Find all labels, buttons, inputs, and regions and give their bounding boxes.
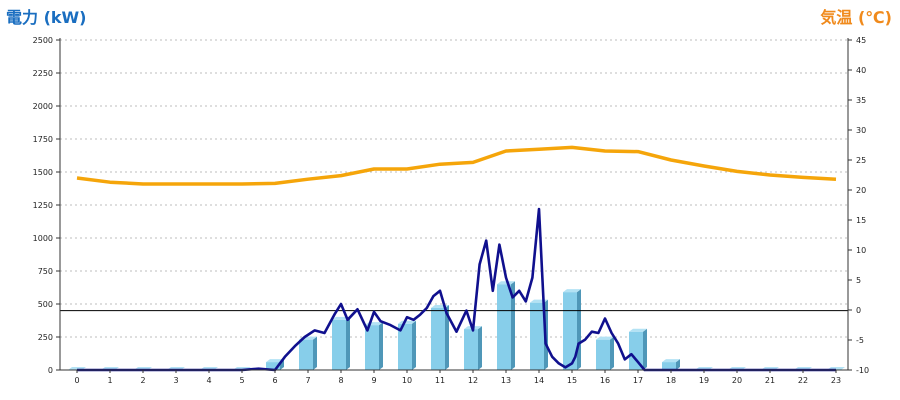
bar-top	[629, 328, 647, 332]
bar-face	[629, 331, 643, 370]
right-tick-label: 40	[856, 66, 866, 75]
bar-side	[445, 304, 449, 370]
left-tick-label: 2000	[33, 102, 53, 111]
bar-side	[379, 322, 383, 370]
bar-face	[299, 339, 313, 370]
left-tick-label: 1500	[33, 168, 53, 177]
x-tick-label: 13	[501, 376, 511, 385]
right-tick-label: 15	[856, 216, 866, 225]
left-tick-label: 2250	[33, 69, 53, 78]
left-tick-label: 250	[38, 333, 53, 342]
x-tick-label: 3	[173, 376, 178, 385]
bar-face	[398, 323, 412, 370]
right-tick-label: 35	[856, 96, 866, 105]
power-bar	[332, 316, 350, 370]
right-tick-label: 0	[856, 306, 861, 315]
bar-face	[563, 292, 577, 370]
right-tick-label: 45	[856, 36, 866, 45]
bar-side	[412, 320, 416, 370]
x-tick-label: 10	[402, 376, 412, 385]
x-tick-label: 6	[272, 376, 277, 385]
x-tick-label: 15	[567, 376, 577, 385]
x-tick-label: 8	[338, 376, 343, 385]
right-tick-label: 20	[856, 186, 866, 195]
power-line	[77, 207, 836, 372]
x-tick-label: 9	[371, 376, 376, 385]
bar-side	[676, 359, 680, 370]
bar-side	[313, 336, 317, 370]
power-bar	[365, 322, 383, 370]
power-bar	[464, 326, 482, 370]
x-tick-label: 21	[765, 376, 775, 385]
bar-side	[577, 289, 581, 370]
x-tick-label: 5	[239, 376, 244, 385]
left-axis-title: 電力 (kW)	[6, 8, 87, 27]
bar-face	[266, 362, 280, 370]
x-tick-label: 12	[468, 376, 478, 385]
right-tick-label: 5	[856, 276, 861, 285]
left-tick-label: 0	[48, 366, 53, 375]
x-tick-label: 18	[666, 376, 676, 385]
power-bars	[68, 281, 845, 370]
bar-top	[398, 320, 416, 324]
right-tick-label: -5	[856, 336, 864, 345]
power-bar	[629, 328, 647, 370]
x-tick-label: 0	[74, 376, 79, 385]
left-tick-label: 750	[38, 267, 53, 276]
x-tick-label: 1	[107, 376, 112, 385]
bar-top	[497, 281, 515, 285]
left-tick-label: 2500	[33, 36, 53, 45]
right-axis-title: 気温 (℃)	[820, 8, 892, 27]
x-tick-label: 17	[633, 376, 643, 385]
x-tick-label: 11	[435, 376, 445, 385]
left-tick-label: 500	[38, 300, 53, 309]
bar-face	[596, 339, 610, 370]
bar-side	[610, 336, 614, 370]
bar-side	[511, 281, 515, 370]
power-bar	[431, 304, 449, 370]
bar-face	[662, 362, 676, 370]
bar-face	[431, 307, 445, 370]
bar-face	[332, 319, 346, 370]
power-bar	[563, 289, 581, 370]
axes: 02505007501000125015001750200022502500-1…	[33, 36, 869, 385]
bar-face	[530, 302, 544, 370]
x-tick-label: 2	[140, 376, 145, 385]
x-tick-label: 23	[831, 376, 841, 385]
bar-side	[643, 328, 647, 370]
bar-top	[596, 336, 614, 340]
x-tick-label: 22	[798, 376, 808, 385]
series-lines	[76, 145, 837, 372]
power-bar	[299, 336, 317, 370]
grid	[60, 39, 848, 338]
right-tick-label: -10	[856, 366, 869, 375]
bar-face	[365, 325, 379, 370]
right-tick-label: 30	[856, 126, 866, 135]
bar-top	[662, 359, 680, 363]
bar-face	[464, 329, 478, 370]
right-tick-label: 25	[856, 156, 866, 165]
left-tick-label: 1000	[33, 234, 53, 243]
x-tick-label: 19	[699, 376, 709, 385]
left-tick-label: 1250	[33, 201, 53, 210]
right-tick-label: 10	[856, 246, 866, 255]
temperature-line	[76, 145, 837, 186]
bar-face	[497, 284, 511, 370]
x-tick-label: 20	[732, 376, 742, 385]
power-bar	[497, 281, 515, 370]
bar-top	[266, 359, 284, 363]
x-tick-label: 14	[534, 376, 544, 385]
power-bar	[596, 336, 614, 370]
power-bar	[662, 359, 680, 370]
power-bar	[398, 320, 416, 370]
x-tick-label: 4	[206, 376, 211, 385]
bar-top	[563, 289, 581, 293]
bar-side	[346, 316, 350, 370]
x-tick-label: 16	[600, 376, 610, 385]
x-tick-label: 7	[305, 376, 310, 385]
left-tick-label: 1750	[33, 135, 53, 144]
bar-side	[478, 326, 482, 370]
